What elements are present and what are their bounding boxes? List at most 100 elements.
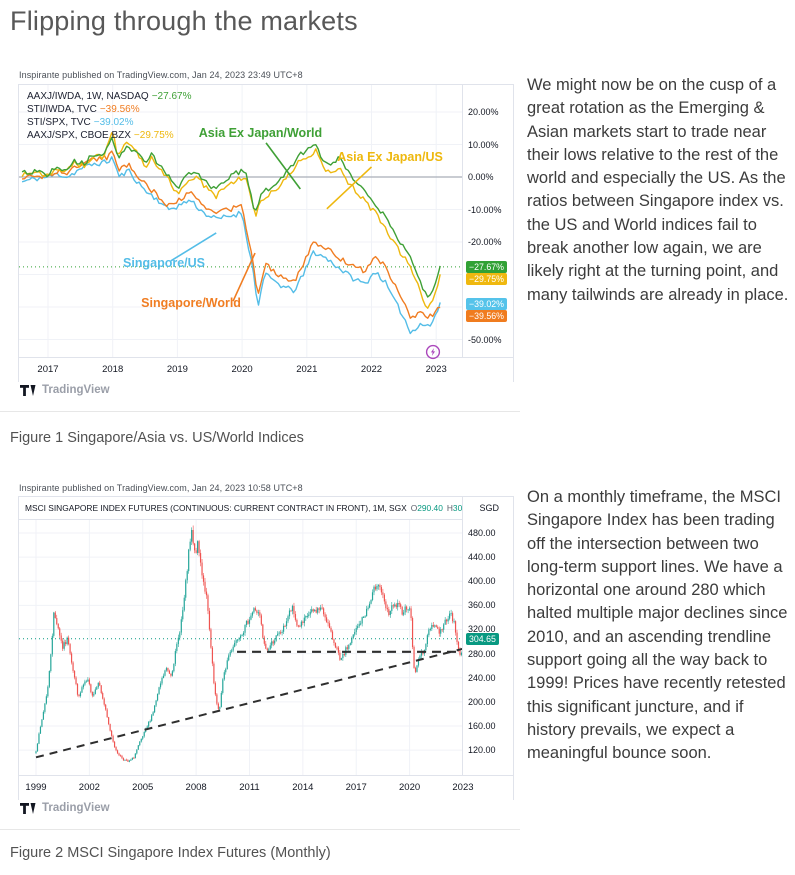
candle-body [156,693,159,701]
candle-body [447,618,449,622]
candle-body [208,610,211,630]
candle-body [371,592,374,600]
candle-body [118,753,120,756]
candle-body [388,609,390,615]
candle-body [351,638,353,644]
candle-body [348,644,350,649]
candle-body [97,682,99,688]
candle-body [373,586,375,593]
ascending-trendline[interactable] [35,647,463,759]
candle-body [288,610,291,617]
candle-body [250,615,252,620]
candle-body [284,625,286,627]
candle-body [223,672,225,680]
x-tick-label: 2020 [399,782,421,793]
y-tick-label: 120.00 [468,745,496,756]
candle-body [256,610,258,613]
series-line[interactable] [21,132,441,309]
candle-body [360,623,362,625]
divider-rule-2 [0,829,520,830]
candle-body [48,671,50,687]
ohlc-value: 290.40 [417,503,443,513]
candle-body [112,735,114,742]
candle-body [321,607,323,609]
candle-body [56,618,58,625]
candle-body [308,614,310,616]
candle-body [296,619,298,626]
annotation-pointer [232,252,256,302]
candle-body [63,642,65,649]
candle-body [127,760,129,762]
candle-body [66,637,68,645]
candle-body [196,541,199,553]
candle-body [441,629,443,631]
tradingview-logo-2[interactable]: TradingView [20,802,110,814]
legend-row[interactable]: STI/IWDA, TVC −39.56% [27,103,191,116]
candle-body [429,628,431,630]
legend-symbol: STI/IWDA, TVC [27,104,97,115]
candle-body [226,660,228,669]
candle-body [161,677,163,684]
candle-body [229,651,231,656]
series-line[interactable] [21,156,441,335]
lightning-badge-icon[interactable] [425,344,441,360]
chart1-figure[interactable]: Asia Ex Japan/World Asia Ex Japan/US Singa… [18,84,514,383]
candle-body [142,736,144,739]
chart1-plot[interactable]: Asia Ex Japan/World Asia Ex Japan/US Singa… [19,85,463,357]
chart1-price-axis[interactable]: 20.00% 10.00% 0.00% -10.00% -20.00% -50.00% −2… [462,85,513,357]
annotation-label: Singapore/US [123,256,205,270]
candle-body [102,693,104,699]
chart2-plot[interactable] [19,497,463,775]
candle-body [194,543,196,551]
candle-body [346,647,348,649]
candle-body [404,606,406,613]
candle-body [177,637,179,645]
legend-value: −39.56% [99,104,140,115]
candle-body [287,616,289,622]
candle-body [434,625,436,627]
candle-body [176,644,178,652]
candle-body [65,642,67,645]
candle-body [75,677,77,685]
candle-body [151,715,153,721]
candle-body [453,621,455,623]
legend-value: −27.67% [151,91,192,102]
candle-body [400,604,402,607]
chart1-time-axis[interactable]: 2017 2018 2019 2020 2021 2022 2023 [19,357,513,383]
candle-body [454,621,457,633]
candle-body [337,647,340,653]
y-tick-label: -10.00% [468,204,502,215]
candle-body [79,692,82,697]
chart1-grid [19,85,463,357]
x-tick-label: 2014 [292,782,314,793]
series-line[interactable] [21,136,441,298]
chart2-time-axis[interactable]: 1999 2002 2005 2008 2011 2014 2017 2020 2023 [19,775,513,801]
candlestick-series[interactable] [35,525,463,763]
legend-row[interactable]: AAXJ/SPX, CBOE BZX −29.75% [27,129,191,142]
chart2-figure[interactable]: MSCI SINGAPORE INDEX FUTURES (CONTINUOUS… [18,496,514,801]
chart2-attribution: Inspirante published on TradingView.com,… [19,483,303,493]
candle-body [325,617,328,623]
candle-body [124,759,126,761]
candle-body [413,647,415,668]
candle-body [309,611,311,615]
y-tick-label: -50.00% [468,334,502,345]
candle-body [195,550,197,553]
candle-body [140,738,142,742]
candle-body [343,654,345,656]
legend-row[interactable]: STI/SPX, TVC −39.02% [27,116,191,129]
tradingview-logo[interactable]: TradingView [20,384,110,396]
series-line[interactable] [22,150,441,319]
candle-body [139,741,141,746]
candle-body [277,633,279,636]
candle-body [70,653,73,663]
candle-body [128,760,130,762]
candle-body [263,637,265,644]
candle-body [179,632,181,638]
x-tick-label: 1999 [25,782,47,793]
candle-body [398,603,400,605]
legend-row[interactable]: AAXJ/IWDA, 1W, NASDAQ −27.67% [27,90,191,103]
chart2-price-axis[interactable]: SGD 480.00 440.00 400.00 360.00 320.00 280.00… [462,497,513,775]
candle-body [260,615,262,625]
candle-body [167,668,169,671]
